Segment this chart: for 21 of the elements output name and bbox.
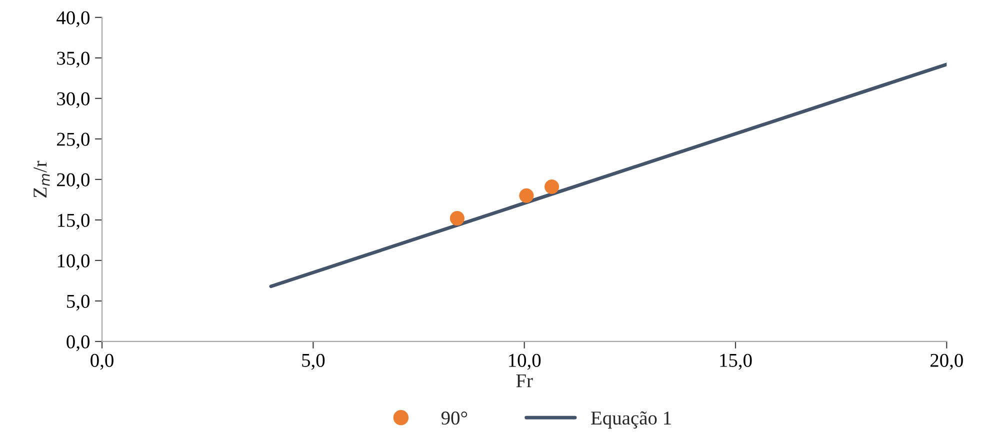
x-axis-title: Fr (516, 374, 533, 388)
x-tick-label: 10,0 (509, 354, 541, 370)
y-tick-label: 10,0 (58, 254, 90, 270)
point (450, 211, 464, 226)
y-tick-label: 0,0 (66, 335, 90, 352)
y-tick-label: 15,0 (58, 214, 90, 230)
y-tick-label: 35,0 (57, 52, 90, 68)
y-tick-label: 20,0 (57, 173, 90, 190)
point (544, 179, 560, 194)
y-axis-title: Z$_{m}$/r (34, 160, 50, 198)
y-tick-label: 5,0 (67, 294, 90, 311)
legend-label: Equação 1 (591, 411, 671, 429)
x-tick-label: 20,0 (930, 354, 963, 370)
x-tick-label: 5,0 (302, 354, 325, 370)
point (519, 188, 534, 203)
y-tick-label: 40,0 (56, 11, 90, 28)
legend-label: 90° (441, 412, 468, 425)
y-tick-label: 30,0 (57, 92, 90, 108)
y-tick-label: 25,0 (57, 132, 90, 149)
x-tick-label: 15,0 (720, 354, 752, 370)
x-tick-label: 0,0 (90, 354, 114, 370)
